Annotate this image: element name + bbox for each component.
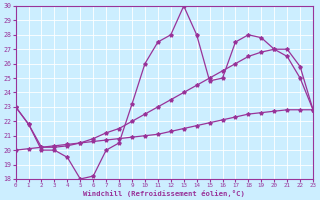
X-axis label: Windchill (Refroidissement éolien,°C): Windchill (Refroidissement éolien,°C) (84, 190, 245, 197)
